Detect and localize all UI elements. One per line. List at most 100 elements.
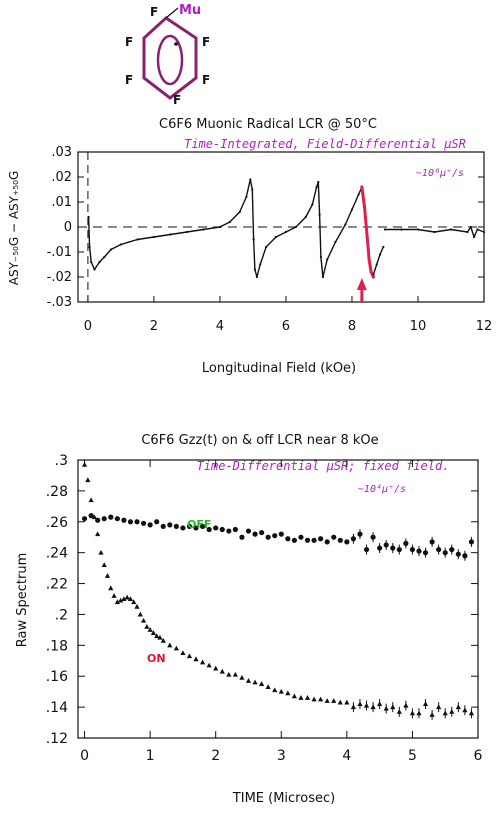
atom-label-f-left-bottom: F	[125, 73, 133, 87]
data-point	[317, 180, 320, 184]
data-point	[294, 225, 297, 229]
y-tick-label: -.02	[47, 270, 72, 285]
data-point-off	[259, 529, 265, 536]
atom-label-f-right-top: F	[202, 35, 210, 49]
lcr-chart-rate-note: ~10⁶μ⁺/s	[416, 168, 464, 179]
data-point-off	[180, 525, 186, 531]
data-point-off	[134, 519, 140, 525]
data-point	[88, 245, 91, 249]
data-point-on	[131, 599, 137, 605]
data-point-on	[298, 695, 304, 700]
data-point	[371, 275, 376, 279]
data-point-on	[154, 633, 160, 639]
data-point	[98, 260, 101, 264]
data-point	[433, 230, 436, 234]
data-point	[367, 257, 371, 262]
gzz-chart-title: C6F6 Gzz(t) on & off LCR near 8 kOe	[141, 433, 378, 448]
data-point-off	[121, 517, 127, 523]
data-point-off	[245, 528, 252, 534]
data-point-on	[455, 704, 461, 710]
y-tick-label: .24	[46, 546, 68, 562]
data-point-off	[403, 540, 409, 547]
data-point-on	[429, 712, 435, 717]
data-point	[469, 225, 472, 229]
data-point-on	[449, 708, 455, 714]
data-point-on	[285, 690, 291, 696]
data-point-on	[337, 699, 343, 705]
y-tick-label: .2	[55, 607, 68, 623]
mu-bond	[165, 7, 179, 19]
mu-label: Mu	[179, 3, 201, 18]
data-point-on	[318, 696, 324, 702]
y-tick-label: .03	[51, 145, 72, 160]
y-tick-label: -.03	[47, 295, 72, 310]
resonance-arrow	[356, 278, 367, 302]
data-point-on	[108, 585, 114, 591]
lcr-chart: C6F6 Muonic Radical LCR @ 50°C Time-Inte…	[7, 117, 492, 376]
data-point-off	[304, 537, 311, 543]
data-point-on	[114, 599, 120, 605]
data-point-on	[137, 611, 143, 617]
data-point-on	[232, 671, 238, 677]
data-point-on	[140, 617, 147, 623]
data-point-on	[95, 531, 101, 537]
radical-dot	[174, 42, 178, 46]
data-point-off	[186, 523, 193, 530]
data-point	[245, 195, 248, 199]
x-tick-label: 1	[146, 748, 155, 764]
data-point-off	[337, 537, 343, 543]
data-point	[87, 215, 90, 219]
data-point-off	[291, 537, 297, 543]
data-point-on	[91, 514, 97, 520]
data-point-off	[462, 553, 468, 559]
data-point	[185, 230, 189, 234]
data-point	[265, 245, 268, 249]
data-point-on	[396, 708, 402, 714]
data-point-on	[252, 679, 258, 685]
data-point	[228, 220, 231, 224]
data-point-on	[409, 710, 416, 716]
lcr-series	[87, 178, 486, 279]
data-point-on	[150, 630, 157, 635]
data-point-off	[173, 523, 179, 530]
data-point-off	[252, 531, 258, 537]
atom-label-f-right-bottom: F	[202, 73, 210, 87]
x-tick-label: 10	[410, 319, 427, 334]
x-tick-label: 4	[216, 319, 224, 334]
series-line	[372, 246, 384, 275]
data-point-on	[265, 684, 271, 690]
data-point	[360, 185, 364, 189]
gzz-chart-rate-note: ~10⁴μ⁺/s	[358, 484, 406, 495]
data-point	[476, 228, 479, 231]
data-point	[382, 245, 385, 249]
data-point-off	[390, 545, 396, 551]
data-point-on	[468, 710, 475, 716]
data-point	[284, 230, 288, 234]
data-point-off	[298, 534, 304, 540]
gzz-y-ticks: .3 .28 .26 .24 .22 .2 .18 .16 .14 .12	[46, 453, 478, 747]
benzene-ring	[142, 16, 198, 100]
data-point-on	[416, 710, 422, 716]
data-point	[472, 235, 476, 239]
data-point-on	[350, 704, 357, 710]
data-point	[109, 248, 113, 251]
series-label-on: ON	[147, 652, 166, 665]
data-point-off	[127, 519, 134, 525]
data-point-off	[422, 550, 429, 556]
gzz-y-axis-label: Raw Spectrum	[15, 553, 30, 647]
y-tick-label: .01	[51, 195, 72, 210]
data-point	[218, 225, 222, 229]
data-point-off	[154, 519, 160, 525]
data-point	[169, 233, 172, 236]
data-point-off	[226, 528, 232, 534]
data-point-off	[219, 526, 225, 533]
data-point-off	[455, 551, 461, 557]
data-point-off	[114, 516, 120, 522]
data-point-off	[357, 531, 363, 537]
data-point	[326, 258, 329, 261]
data-point-off	[81, 516, 88, 522]
gzz-chart-subtitle: Time-Differential μSR; fixed field.	[197, 459, 450, 473]
data-point-off	[278, 531, 284, 537]
x-tick-label: 6	[282, 319, 290, 334]
